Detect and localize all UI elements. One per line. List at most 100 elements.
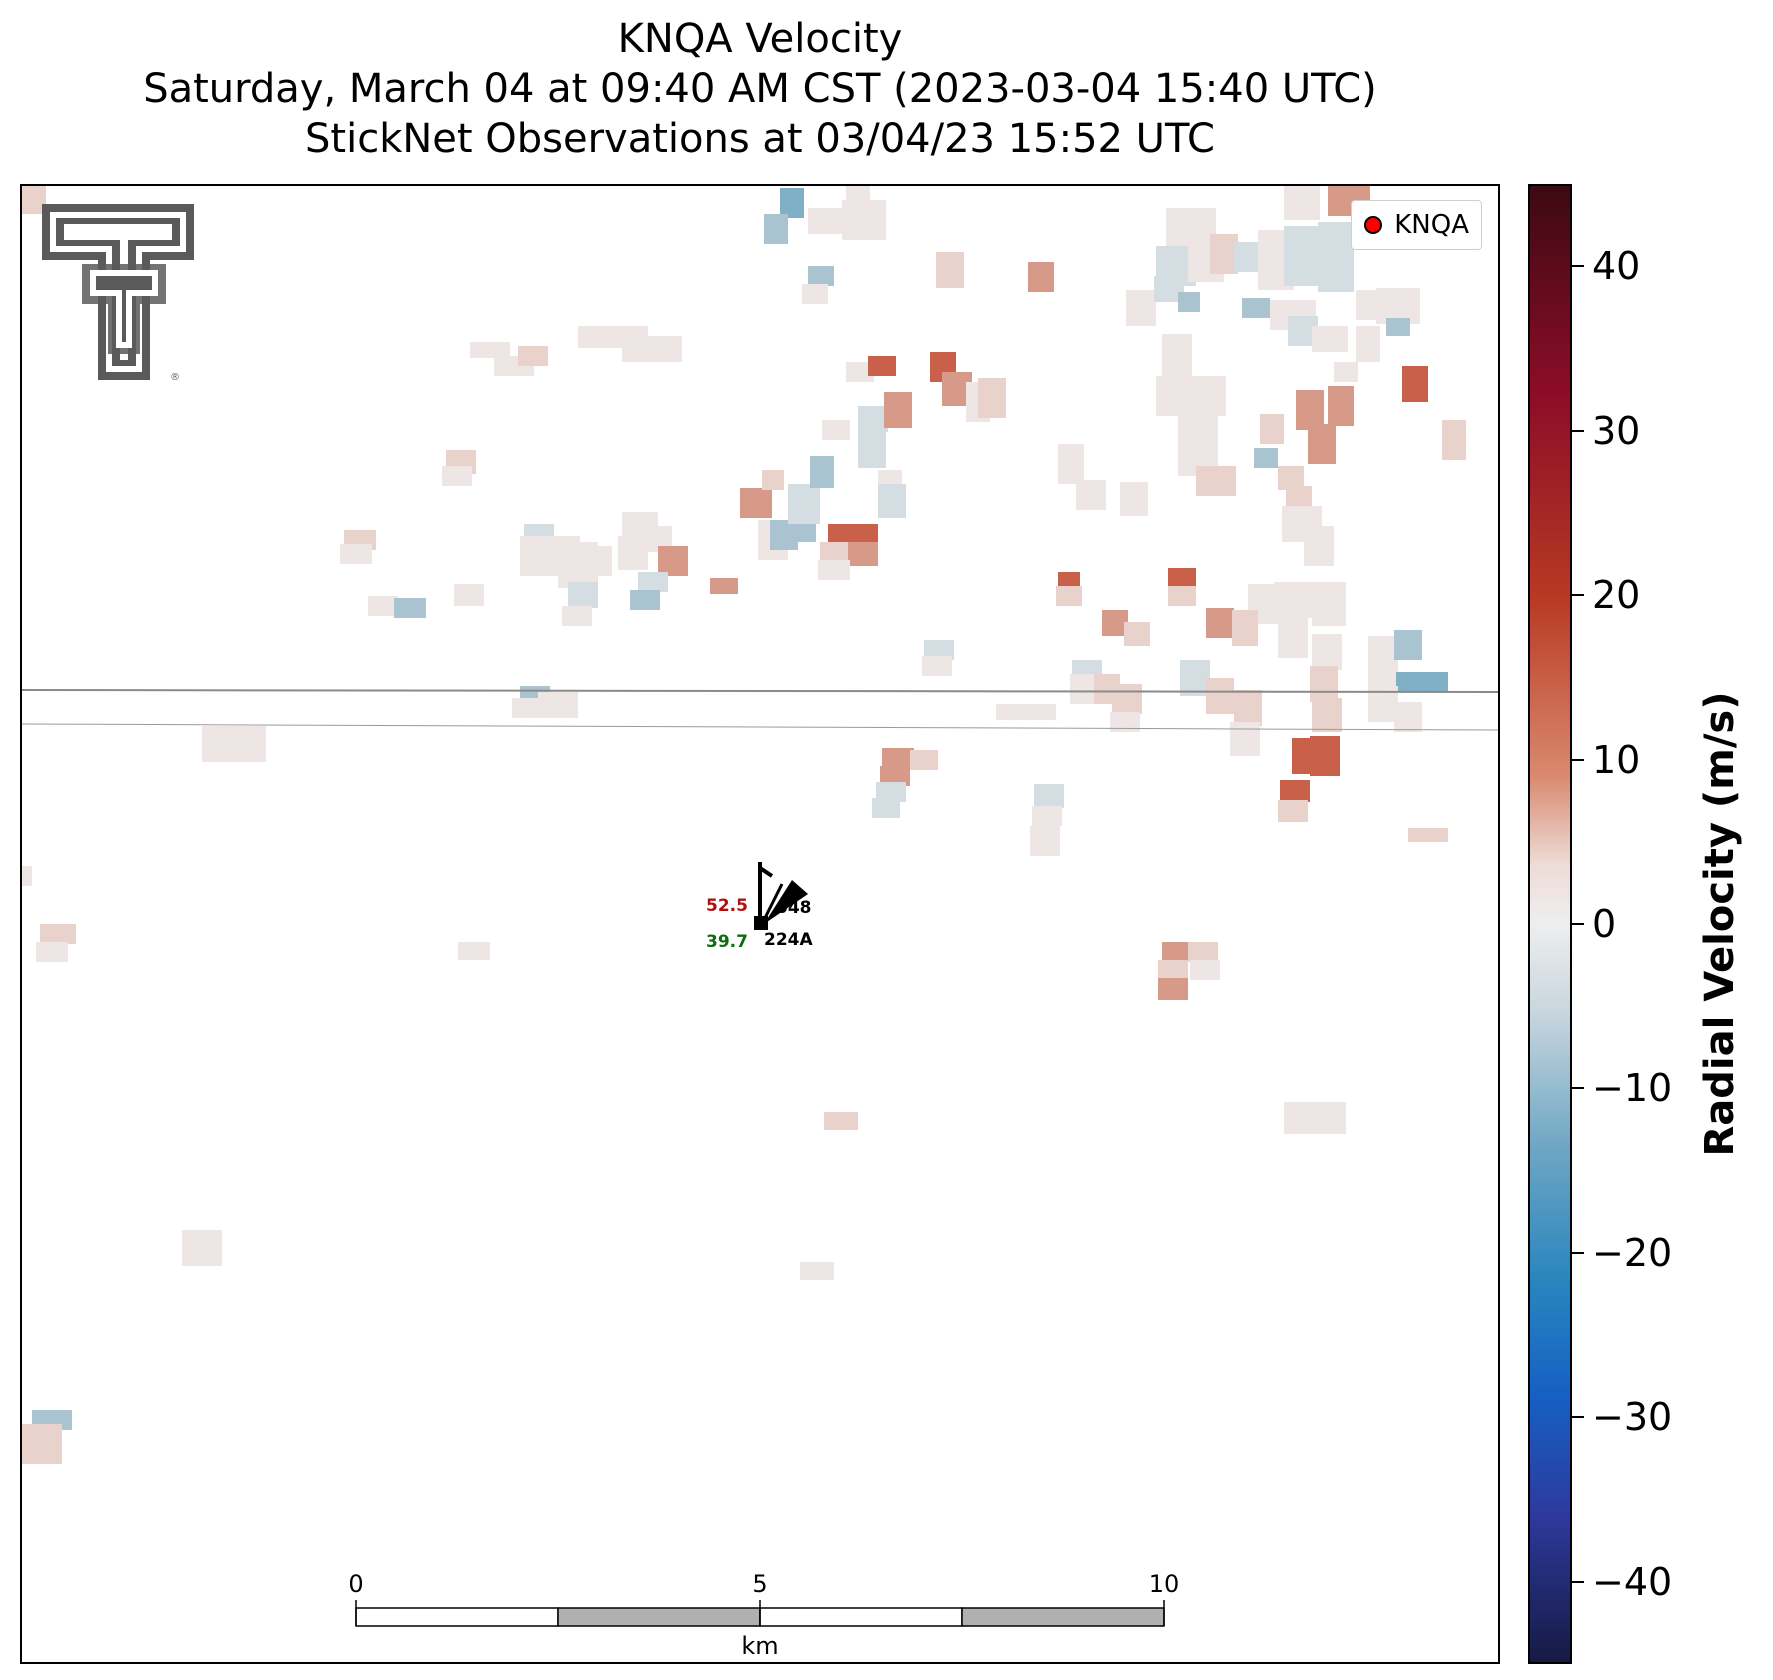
velocity-gate	[878, 484, 906, 518]
velocity-gate	[1032, 806, 1062, 826]
legend-label-knqa: KNQA	[1394, 210, 1469, 240]
velocity-gate	[1310, 666, 1338, 702]
velocity-gate	[880, 766, 910, 786]
velocity-gate	[1328, 386, 1354, 426]
velocity-gate	[518, 346, 548, 366]
scale-tick-0: 0	[348, 1570, 364, 1598]
velocity-gate	[1242, 298, 1270, 318]
colorbar-tick-label: −40	[1592, 1559, 1673, 1604]
velocity-gate	[882, 748, 914, 770]
velocity-gate	[1206, 678, 1234, 714]
velocity-gate	[658, 546, 688, 576]
velocity-gate	[1234, 242, 1262, 272]
radar-map-canvas: ®	[22, 186, 1498, 1627]
velocity-gate	[858, 432, 886, 468]
velocity-gate	[394, 598, 426, 618]
colorbar-tick-mark	[1572, 923, 1584, 925]
velocity-gate	[780, 188, 804, 218]
texas-tech-logo: ®	[42, 204, 194, 383]
velocity-gate	[762, 470, 784, 490]
velocity-gate	[764, 214, 788, 244]
velocity-gate	[22, 1424, 62, 1464]
velocity-gate	[1230, 722, 1260, 756]
velocity-gate	[340, 544, 372, 564]
colorbar-tick-mark	[1572, 1416, 1584, 1419]
velocity-gate	[1312, 1102, 1346, 1134]
velocity-gate	[910, 750, 938, 770]
velocity-gate	[1168, 568, 1196, 588]
velocity-gate	[1030, 826, 1060, 856]
road-line	[22, 723, 1498, 731]
velocity-gate	[1124, 622, 1150, 646]
velocity-gate	[1210, 234, 1238, 274]
velocity-gate	[808, 208, 844, 234]
velocity-gate	[562, 606, 592, 626]
velocity-gate	[800, 1262, 834, 1280]
colorbar-tick-mark	[1572, 1251, 1584, 1254]
colorbar-tick-label: 0	[1592, 902, 1617, 946]
station-marker-224A[interactable]	[754, 862, 808, 930]
velocity-gate	[368, 596, 398, 616]
velocity-gate	[858, 406, 888, 432]
velocity-gate	[1058, 444, 1084, 484]
velocity-gate	[810, 456, 834, 488]
map-legend: KNQA	[1351, 200, 1482, 250]
velocity-gates	[22, 186, 1466, 1464]
velocity-gate	[1368, 636, 1398, 692]
title-observation-time: StickNet Observations at 03/04/23 15:52 …	[305, 116, 1215, 162]
colorbar-tick-label: −10	[1592, 1066, 1673, 1111]
station-pressure: 048	[776, 898, 812, 918]
colorbar-tick-mark	[1572, 265, 1584, 268]
velocity-gate	[740, 488, 772, 518]
velocity-gate	[824, 1112, 858, 1130]
velocity-gate	[996, 704, 1056, 720]
velocity-gate	[922, 656, 952, 676]
velocity-gate	[1394, 630, 1422, 660]
velocity-gate	[1280, 780, 1310, 802]
station-id: 224A	[764, 930, 813, 950]
colorbar-tick-label: −20	[1592, 1230, 1673, 1275]
velocity-gate	[1394, 702, 1422, 732]
velocity-gate	[1292, 738, 1318, 774]
title-scan-time: Saturday, March 04 at 09:40 AM CST (2023…	[143, 66, 1377, 112]
velocity-gate	[40, 924, 76, 944]
svg-text:®: ®	[170, 372, 180, 383]
velocity-gate	[1284, 186, 1320, 220]
county-boundary	[22, 689, 1498, 693]
velocity-gate	[1162, 942, 1192, 962]
velocity-gate	[442, 466, 472, 486]
velocity-gate	[1278, 618, 1308, 658]
velocity-gate	[1386, 318, 1410, 336]
velocity-gate	[872, 798, 900, 818]
velocity-gate	[1120, 482, 1148, 516]
velocity-gate	[1112, 684, 1142, 714]
velocity-gate	[1334, 362, 1358, 382]
velocity-gate	[884, 392, 912, 428]
velocity-gate	[1232, 610, 1258, 646]
colorbar-tick-label: 30	[1592, 408, 1641, 453]
scale-unit: km	[741, 1632, 779, 1660]
colorbar-tick-label: 40	[1592, 244, 1641, 289]
velocity-gate	[1206, 608, 1234, 638]
radar-map[interactable]: ® KNQA 52.5 048 39.7 224A 0 5 10 km	[20, 184, 1500, 1664]
velocity-gate	[1318, 222, 1354, 292]
velocity-gate	[538, 692, 578, 718]
velocity-gate	[936, 252, 964, 288]
velocity-gate	[822, 420, 850, 440]
velocity-gate	[1158, 978, 1188, 1000]
velocity-gate	[454, 584, 484, 606]
velocity-gate	[1274, 582, 1312, 618]
velocity-gate	[1196, 466, 1236, 496]
velocity-gate	[1312, 582, 1346, 626]
velocity-gate	[1188, 942, 1218, 962]
velocity-gate	[1396, 672, 1448, 692]
velocity-gate	[1166, 208, 1216, 248]
colorbar-title: Radial Velocity (m/s)	[1697, 691, 1743, 1157]
velocity-gate	[22, 866, 32, 886]
velocity-gate	[1296, 390, 1324, 430]
velocity-gate	[1308, 424, 1336, 464]
velocity-gate	[638, 572, 668, 592]
colorbar-tick-mark	[1572, 1580, 1584, 1583]
velocity-gate	[1408, 828, 1448, 842]
velocity-gate	[1312, 326, 1348, 352]
